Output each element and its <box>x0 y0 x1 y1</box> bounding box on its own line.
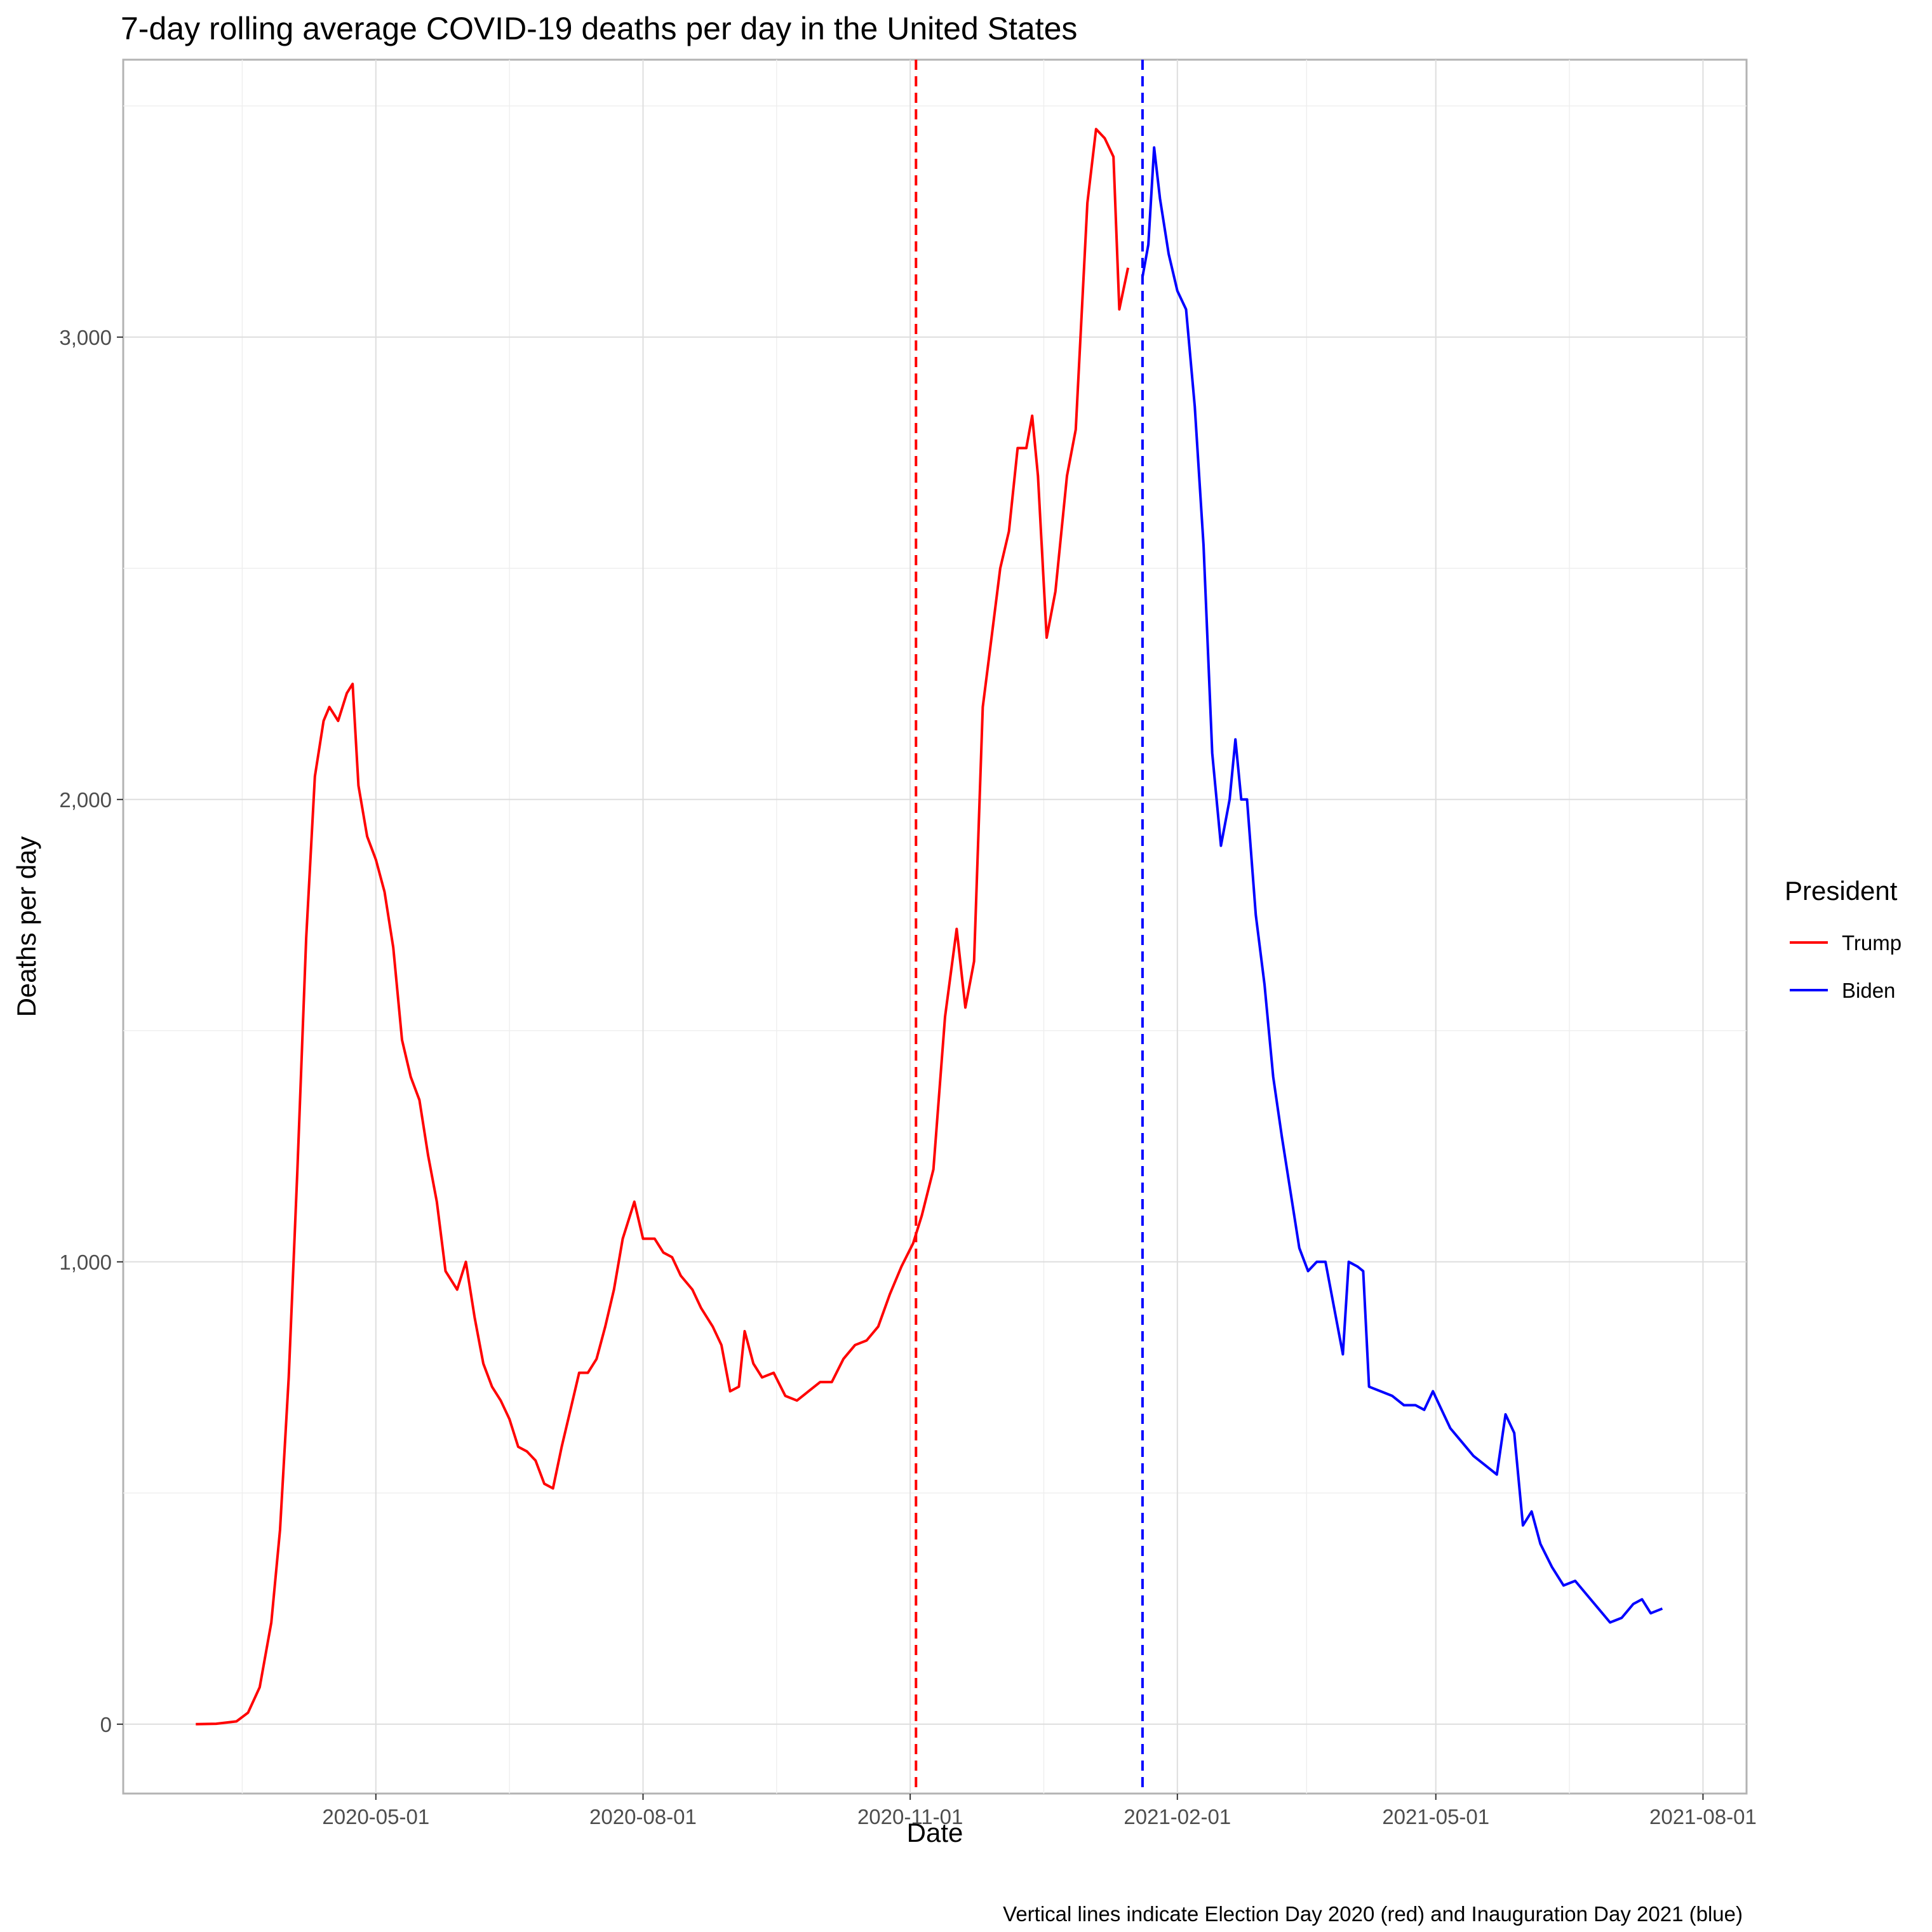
x-tick-label: 2020-11-01 <box>857 1805 963 1828</box>
series-line-biden <box>1141 146 1663 1624</box>
x-axis-title: Date <box>907 1818 963 1848</box>
x-tick-label: 2020-05-01 <box>322 1805 429 1828</box>
series-lines <box>196 128 1663 1726</box>
series-line-trump <box>196 128 1130 1726</box>
x-tick-label: 2020-08-01 <box>589 1805 697 1828</box>
y-axis-title: Deaths per day <box>11 836 41 1017</box>
legend-label: Trump <box>1842 931 1902 955</box>
chart-title: 7-day rolling average COVID-19 deaths pe… <box>121 11 1077 46</box>
major-gridlines <box>123 60 1747 1794</box>
plot-panel <box>122 58 1748 1795</box>
x-tick-label: 2021-08-01 <box>1649 1805 1757 1828</box>
y-tick-label: 2,000 <box>59 788 112 812</box>
legend-label: Biden <box>1842 979 1895 1002</box>
y-tick-label: 0 <box>100 1713 112 1736</box>
x-axis-ticks: 2020-05-01 2020-08-01 2020-11-01 2021-02-01… <box>322 1794 1757 1828</box>
legend-title: President <box>1785 876 1898 906</box>
minor-gridlines <box>123 60 1747 1794</box>
y-tick-label: 3,000 <box>59 326 112 349</box>
y-tick-label: 1,000 <box>59 1251 112 1274</box>
x-tick-label: 2021-05-01 <box>1382 1805 1489 1828</box>
y-axis-ticks: 0 1,000 2,000 3,000 <box>59 326 123 1736</box>
reference-lines <box>915 60 1144 1794</box>
legend: President Trump Biden <box>1785 876 1902 1002</box>
x-tick-label: 2021-02-01 <box>1124 1805 1231 1828</box>
chart-caption: Vertical lines indicate Election Day 202… <box>1003 1902 1743 1926</box>
